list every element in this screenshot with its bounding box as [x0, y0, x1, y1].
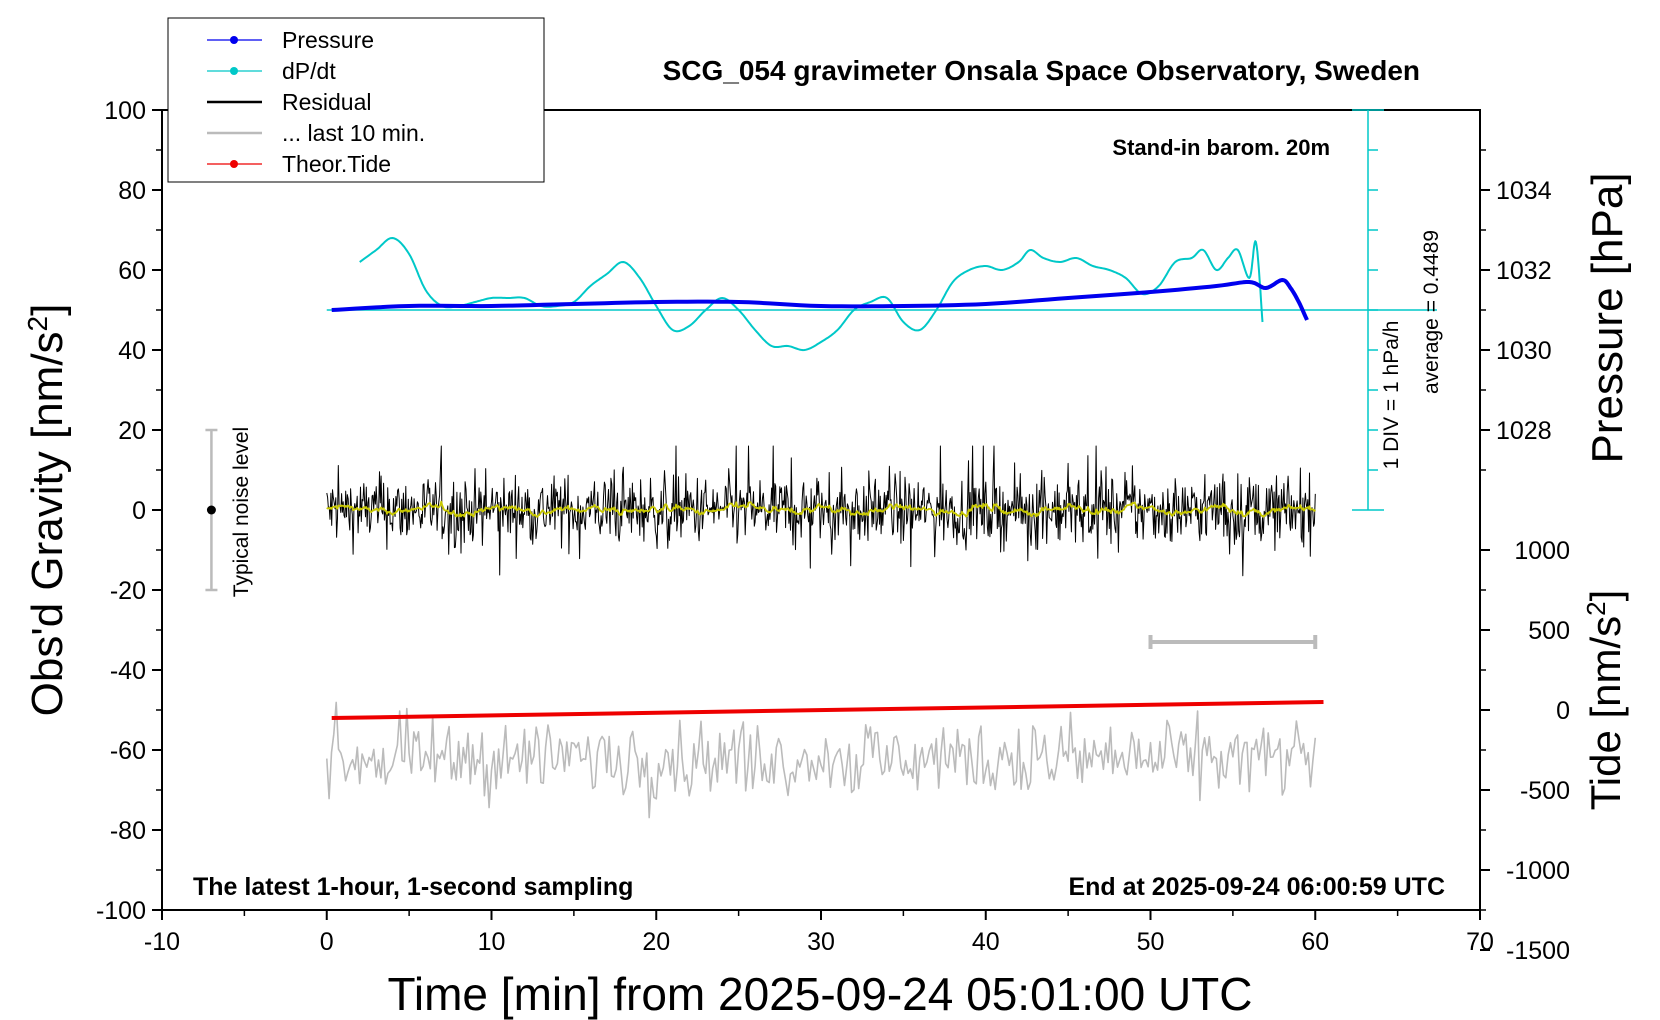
x-tick-label: 30	[807, 928, 835, 956]
legend-marker	[230, 67, 238, 75]
y-tick-label: 100	[104, 97, 146, 125]
tide-tick-label: 1000	[1514, 537, 1570, 565]
noise-label: Typical noise level	[230, 427, 253, 597]
legend-label: ... last 10 min.	[282, 120, 425, 146]
x-tick-label: 0	[320, 928, 334, 956]
x-tick-label: 60	[1301, 928, 1329, 956]
barometer-note: Stand-in barom. 20m	[1112, 135, 1330, 160]
x-tick-label: 40	[972, 928, 1000, 956]
tide-tick-label: 0	[1556, 697, 1570, 725]
y-axis-left-ticks: 100 80 60 40 20 0 -20 -40 -60 -80 -100	[96, 97, 162, 925]
dpdt-scale-axis	[326, 109, 1437, 511]
residual-smoothed-series	[326, 500, 1317, 518]
y-tick-label: -40	[110, 657, 146, 685]
div-label: 1 DIV = 1 hPa/h	[1380, 321, 1403, 470]
x-axis-ticks: -10 0 10 20 30 40 50 60 70	[144, 910, 1494, 956]
tide-series	[331, 700, 1324, 720]
pressure-axis-label: Pressure [hPa]	[1583, 172, 1632, 463]
legend-label: dP/dt	[282, 58, 336, 84]
pressure-series	[331, 278, 1309, 321]
tide-tick-label: -500	[1520, 777, 1570, 805]
end-time-note: End at 2025-09-24 06:00:59 UTC	[1068, 873, 1445, 901]
x-tick-label: 70	[1466, 928, 1494, 956]
x-tick-label: -10	[144, 928, 180, 956]
average-label: average = 0.4489	[1420, 230, 1443, 394]
residual-layer	[326, 445, 1317, 577]
legend-box	[167, 17, 545, 183]
last-10-min-series	[326, 701, 1317, 819]
x-axis-label: Time [min] from 2025-09-24 05:01:00 UTC	[388, 968, 1253, 1020]
pressure-tick-label: 1032	[1496, 257, 1552, 285]
y-tick-label: 40	[118, 337, 146, 365]
sampling-note: The latest 1-hour, 1-second sampling	[193, 873, 633, 901]
pressure-tick-label: 1028	[1496, 417, 1552, 445]
tide-axis-label: Tide [nm/s2]	[1581, 590, 1629, 811]
x-tick-label: 10	[478, 928, 506, 956]
legend-marker	[230, 160, 238, 168]
y-axis-left-label: Obs'd Gravity [nm/s2]	[22, 304, 73, 717]
x-tick-label: 20	[642, 928, 670, 956]
noise-bar-center	[206, 505, 216, 515]
legend-label: Residual	[282, 89, 372, 115]
pressure-axis-ticks: 1034 1032 1030 1028	[1480, 149, 1552, 471]
y-tick-label: -60	[110, 737, 146, 765]
y-tick-label: 0	[132, 497, 146, 525]
legend-label: Pressure	[282, 27, 374, 53]
x-tick-label: 50	[1137, 928, 1165, 956]
tide-axis-ticks: 1000 500 0 -500 -1000 -1500	[1480, 537, 1570, 965]
y-tick-label: 20	[118, 417, 146, 445]
y-tick-label: 80	[118, 177, 146, 205]
legend: Pressure dP/dt Residual ... last 10 min. The…	[167, 17, 545, 183]
y-tick-label: 60	[118, 257, 146, 285]
last10-layer	[326, 701, 1317, 819]
pressure-tick-label: 1034	[1496, 177, 1552, 205]
y-tick-label: -100	[96, 897, 146, 925]
tide-tick-label: 500	[1528, 617, 1570, 645]
chart-title: SCG_054 gravimeter Onsala Space Observat…	[663, 55, 1420, 86]
residual-series	[326, 445, 1316, 577]
pressure-tick-label: 1030	[1496, 337, 1552, 365]
y-tick-label: -20	[110, 577, 146, 605]
series-lines	[205, 237, 1324, 720]
tide-tick-label: -1500	[1506, 937, 1570, 965]
legend-marker	[230, 36, 238, 44]
y-tick-label: -80	[110, 817, 146, 845]
legend-label: Theor.Tide	[282, 151, 391, 177]
tide-tick-label: -1000	[1506, 857, 1570, 885]
